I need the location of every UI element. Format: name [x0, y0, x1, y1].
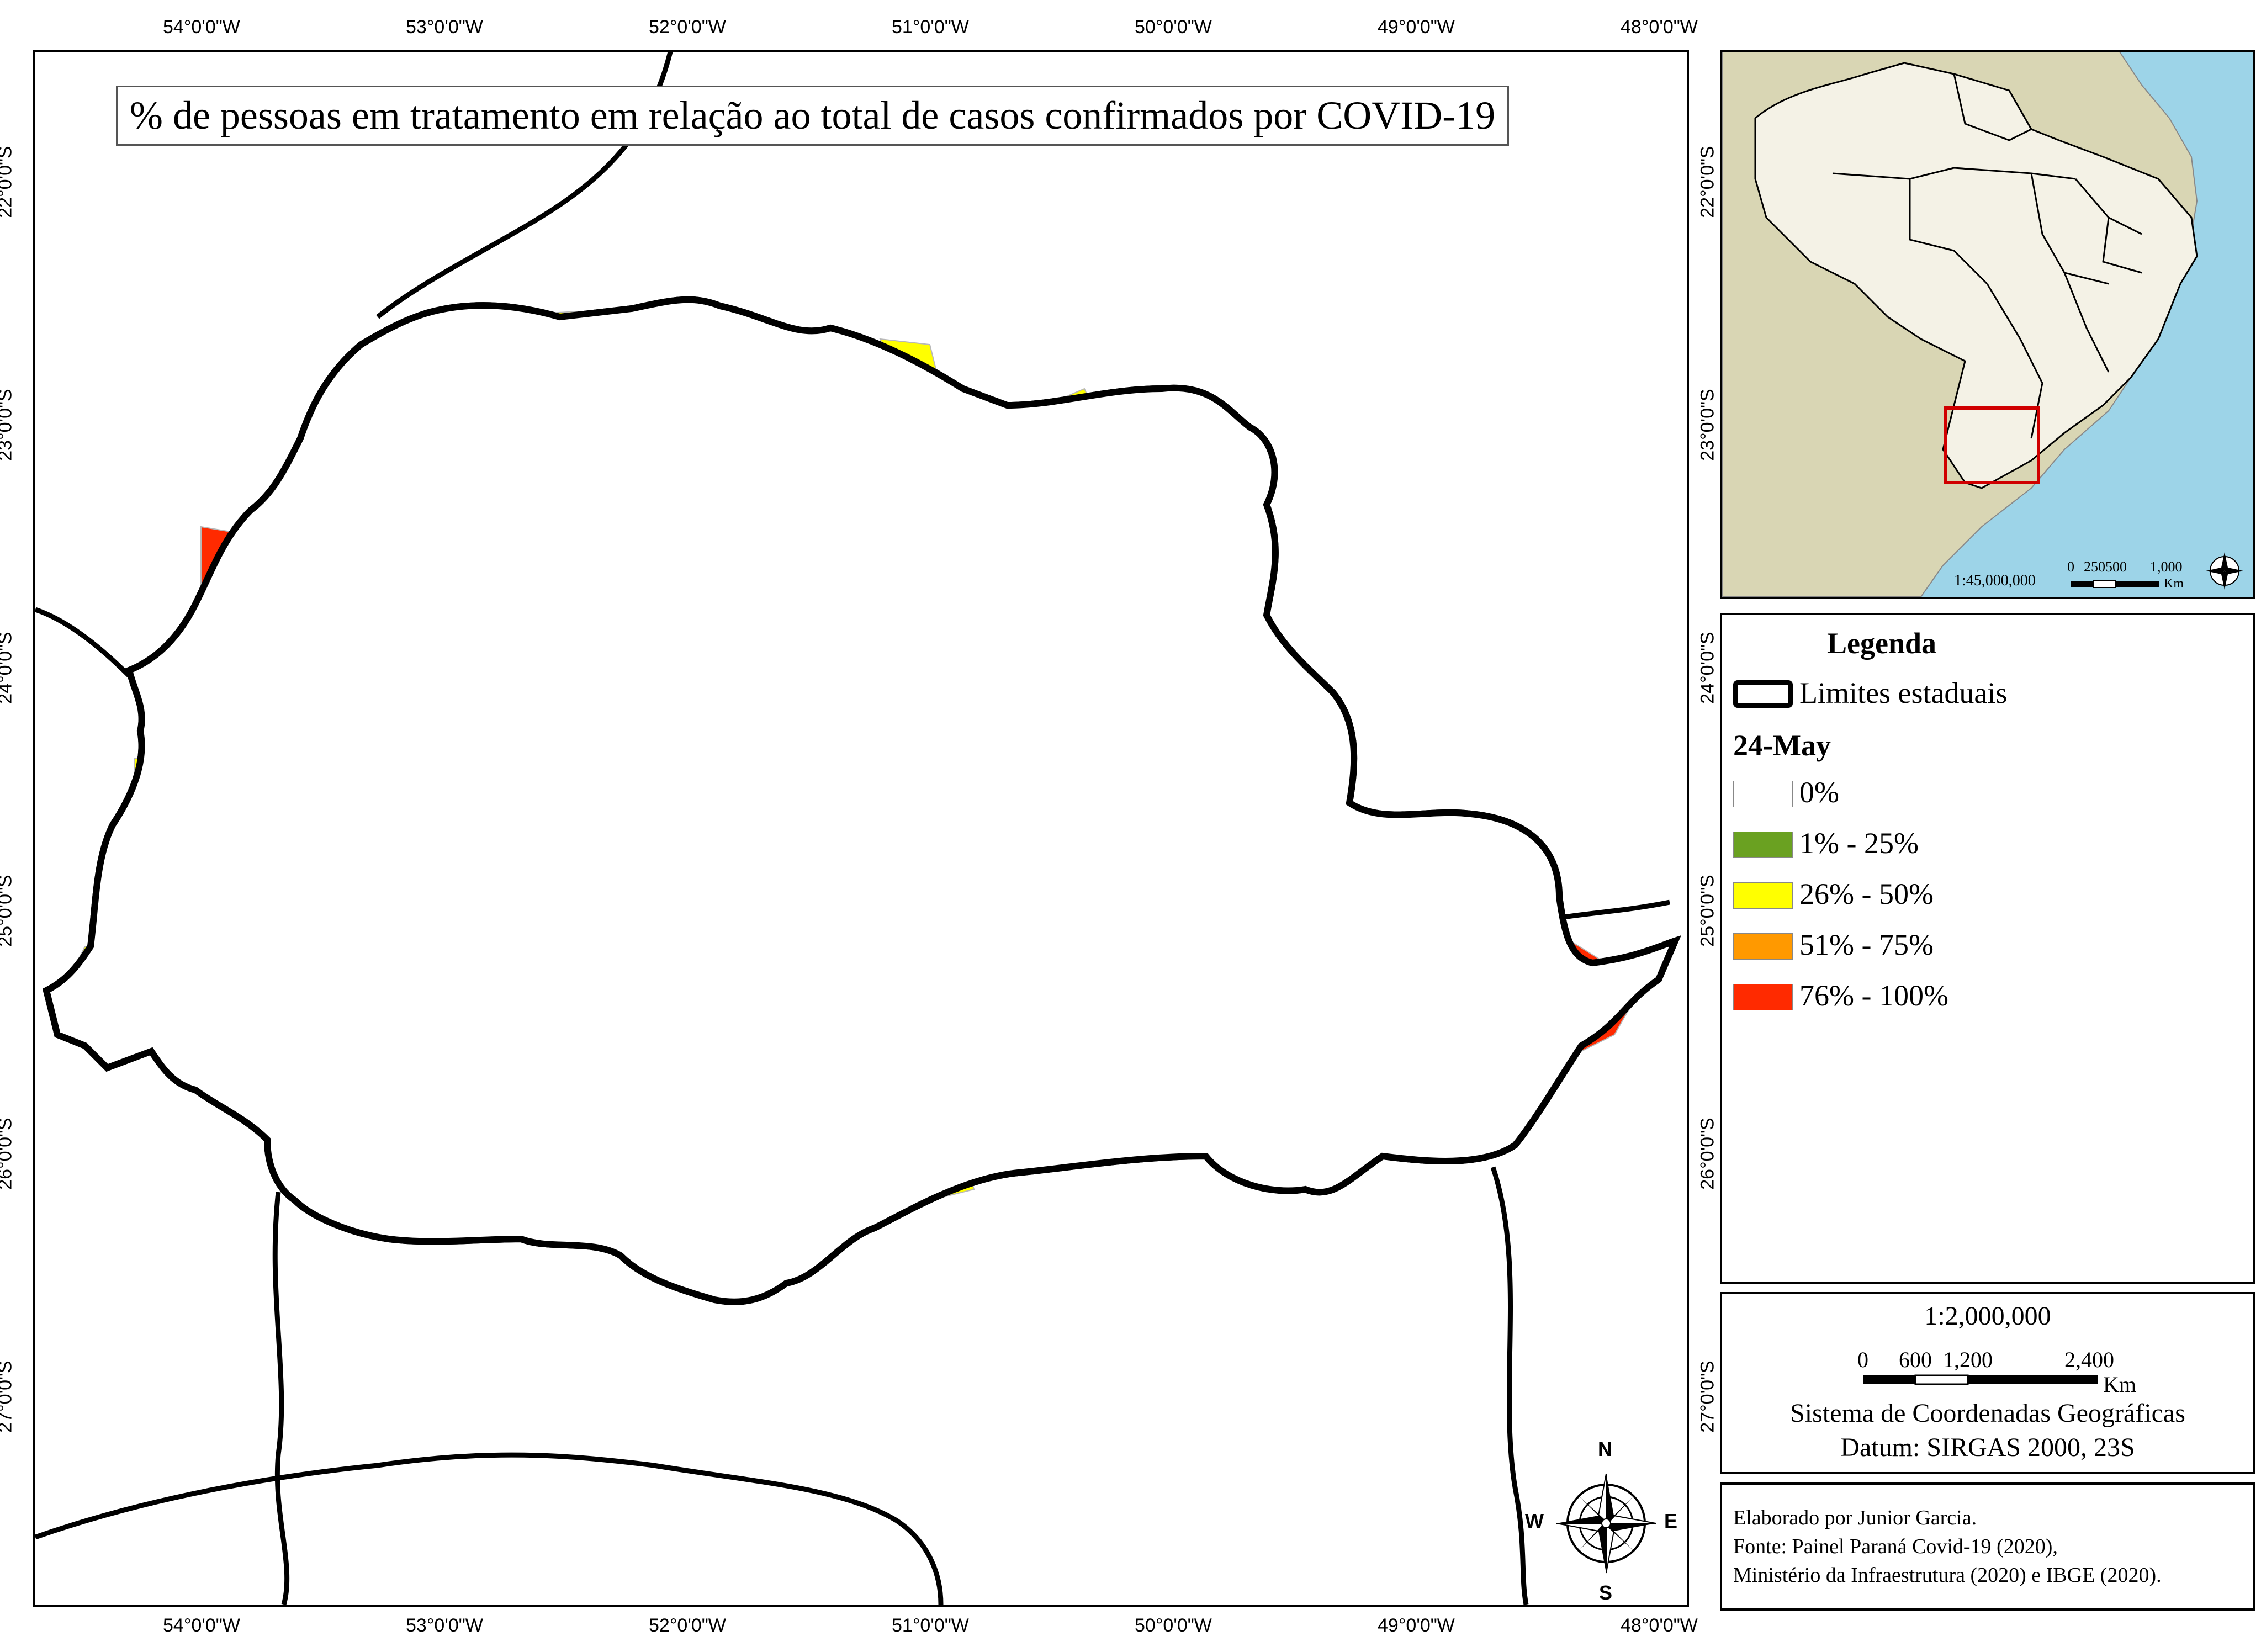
- compass-n-label: N: [1598, 1438, 1612, 1460]
- scale-tick: 1,200: [1943, 1347, 1993, 1372]
- brazil-land: [1754, 62, 2198, 489]
- map-title: % de pessoas em tratamento em relação ao…: [116, 86, 1510, 146]
- scale-box: 1:2,000,000 0 600 1,200 2,400 Km Sistema…: [1720, 1292, 2255, 1474]
- lon-label: 52°0'0"W: [649, 1615, 726, 1636]
- lat-label: 22°0'0"S: [0, 146, 16, 218]
- lon-label: 48°0'0"W: [1621, 17, 1698, 38]
- lat-label: 25°0'0"S: [0, 875, 16, 947]
- scale-tick: 2,400: [2064, 1347, 2114, 1372]
- scale-bar: [1863, 1374, 2098, 1385]
- inset-scale-tick: 0: [2067, 559, 2074, 575]
- legend-date-label: 24-May: [1733, 729, 1831, 762]
- lon-label: 49°0'0"W: [1378, 1615, 1455, 1636]
- legend-class-label: 0%: [1799, 776, 1839, 809]
- inset-scale-tick: 250500: [2084, 559, 2127, 575]
- lat-label: 23°0'0"S: [0, 389, 16, 461]
- lon-label: 50°0'0"W: [1135, 1615, 1212, 1636]
- lat-label: 26°0'0"S: [1697, 1118, 1718, 1190]
- scale-tick: 600: [1899, 1347, 1932, 1372]
- lat-label: 27°0'0"S: [1697, 1360, 1718, 1433]
- scale-tick: 0: [1857, 1347, 1868, 1372]
- compass-rose-icon: [1556, 1473, 1656, 1574]
- inset-map-svg: [1722, 52, 2243, 597]
- inset-scale-bar: [2071, 580, 2159, 588]
- credit-source-2: Ministério da Infraestrutura (2020) e IB…: [1733, 1564, 2162, 1587]
- lat-label: 24°0'0"S: [1697, 632, 1718, 704]
- lon-label: 54°0'0"W: [163, 17, 240, 38]
- credit-source-1: Fonte: Painel Paraná Covid-19 (2020),: [1733, 1535, 2058, 1558]
- lon-label: 52°0'0"W: [649, 17, 726, 38]
- legend-swatch-2: [1733, 882, 1793, 909]
- lat-label: 23°0'0"S: [1697, 389, 1718, 461]
- legend-class-label: 76% - 100%: [1799, 979, 1948, 1012]
- credits-box: Elaborado por Junior Garcia. Fonte: Pain…: [1720, 1482, 2255, 1611]
- lon-label: 53°0'0"W: [406, 1615, 483, 1636]
- state-boundary-line: [1490, 1166, 1529, 1605]
- legend-class-label: 1% - 25%: [1799, 827, 1919, 860]
- inset-compass-icon: [2206, 552, 2243, 590]
- lon-label: 53°0'0"W: [406, 17, 483, 38]
- scale-ratio: 1:2,000,000: [1924, 1301, 2051, 1331]
- state-boundary-line: [35, 1452, 944, 1605]
- lat-label: 26°0'0"S: [0, 1118, 16, 1190]
- lon-label: 50°0'0"W: [1135, 17, 1212, 38]
- inset-scale-unit: Km: [2164, 576, 2184, 591]
- state-boundary-line: [35, 607, 131, 678]
- legend-boundary-label: Limites estaduais: [1799, 676, 2008, 709]
- legend-swatch-3: [1733, 933, 1793, 960]
- credit-author: Elaborado por Junior Garcia.: [1733, 1506, 1977, 1529]
- lon-label: 49°0'0"W: [1378, 17, 1455, 38]
- legend-swatch-1: [1733, 832, 1793, 858]
- compass-e-label: E: [1664, 1510, 1678, 1532]
- legend-class-label: 26% - 50%: [1799, 877, 1934, 910]
- legend-swatch-0: [1733, 781, 1793, 807]
- parana-outline-overlay: [46, 300, 1675, 1302]
- lon-label: 54°0'0"W: [163, 1615, 240, 1636]
- lat-label: 22°0'0"S: [1697, 146, 1718, 218]
- state-boundary-line: [272, 1192, 290, 1605]
- lon-label: 51°0'0"W: [892, 17, 969, 38]
- scale-unit: Km: [2103, 1372, 2136, 1397]
- legend-swatch-4: [1733, 984, 1793, 1010]
- lon-label: 51°0'0"W: [892, 1615, 969, 1636]
- state-boundary-symbol: [1733, 680, 1793, 708]
- inset-map[interactable]: 1:45,000,000 0 250500 1,000 Km: [1720, 50, 2255, 599]
- inset-scale-tick: 1,000: [2150, 559, 2183, 575]
- lat-label: 27°0'0"S: [0, 1360, 16, 1433]
- legend-class-label: 51% - 75%: [1799, 928, 1934, 961]
- inset-scale-ratio: 1:45,000,000: [1954, 572, 2036, 589]
- parana-map-svg: [35, 52, 1681, 1605]
- lat-label: 25°0'0"S: [1697, 875, 1718, 947]
- compass-s-label: S: [1599, 1581, 1613, 1604]
- legend: Legenda Limites estaduais 24-May 0% 1% -…: [1720, 613, 2255, 1284]
- lat-label: 24°0'0"S: [0, 632, 16, 704]
- crs-line-1: Sistema de Coordenadas Geográficas: [1790, 1399, 2185, 1428]
- legend-title: Legenda: [1827, 627, 1937, 660]
- lon-label: 48°0'0"W: [1621, 1615, 1698, 1636]
- crs-line-2: Datum: SIRGAS 2000, 23S: [1840, 1433, 2135, 1462]
- compass-w-label: W: [1525, 1510, 1544, 1532]
- study-area-box: [1944, 406, 2040, 484]
- main-map[interactable]: N S E W: [33, 50, 1689, 1607]
